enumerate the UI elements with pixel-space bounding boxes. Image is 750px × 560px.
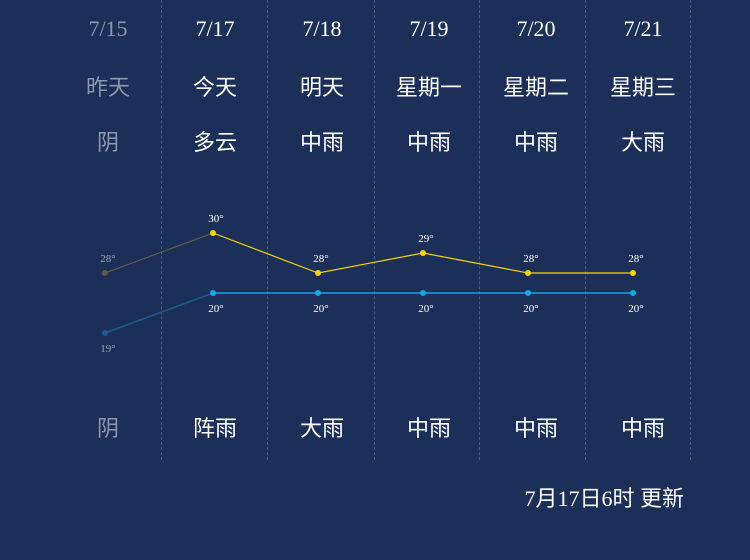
day-weather-label: 大雨	[620, 130, 665, 155]
night-weather-label: 大雨	[299, 416, 344, 441]
weekday-label: 星期三	[609, 75, 676, 100]
weekday-label: 明天	[299, 75, 344, 100]
high-temp-line-segment	[104, 232, 214, 274]
low-temp-point	[630, 290, 636, 296]
low-temp-point	[315, 290, 321, 296]
low-temp-label: 19°	[100, 343, 115, 355]
day-weather-label: 中雨	[406, 130, 451, 155]
night-weather-label: 中雨	[620, 416, 665, 441]
night-weather-label: 中雨	[406, 416, 451, 441]
high-temp-line-segment	[422, 252, 529, 274]
day-weather-label: 中雨	[513, 130, 558, 155]
low-temp-label: 20°	[628, 303, 643, 315]
weekday-label: 昨天	[85, 75, 130, 100]
high-temp-line-segment	[212, 232, 319, 274]
low-temp-point	[525, 290, 531, 296]
high-temp-label: 29°	[418, 233, 433, 245]
night-weather-label: 阵雨	[192, 416, 237, 441]
weekday-label: 今天	[192, 75, 237, 100]
column-divider	[479, 0, 480, 460]
date-label: 7/15	[88, 16, 128, 41]
update-time: 7月17日6时 更新	[524, 486, 684, 511]
column-divider	[374, 0, 375, 460]
day-weather-label: 多云	[192, 130, 237, 155]
day-weather-label: 阴	[96, 130, 119, 155]
high-temp-point	[210, 230, 216, 236]
high-temp-label: 28°	[100, 253, 115, 265]
low-temp-label: 20°	[523, 303, 538, 315]
column-divider	[267, 0, 268, 460]
high-temp-label: 28°	[313, 253, 328, 265]
night-weather-label: 阴	[96, 416, 119, 441]
low-temp-label: 20°	[208, 303, 223, 315]
day-weather-label: 中雨	[299, 130, 344, 155]
column-divider	[585, 0, 586, 460]
low-temp-point	[420, 290, 426, 296]
low-temp-label: 20°	[418, 303, 433, 315]
date-label: 7/17	[195, 16, 235, 41]
low-temp-label: 20°	[313, 303, 328, 315]
date-label: 7/21	[623, 16, 663, 41]
high-temp-label: 30°	[208, 213, 223, 225]
date-label: 7/19	[409, 16, 449, 41]
high-temp-label: 28°	[523, 253, 538, 265]
night-weather-label: 中雨	[513, 416, 558, 441]
high-temp-point	[630, 270, 636, 276]
high-temp-line-segment	[317, 252, 424, 274]
low-temp-line-segment	[104, 292, 214, 334]
high-temp-label: 28°	[628, 253, 643, 265]
high-temp-point	[315, 270, 321, 276]
low-temp-point	[102, 330, 108, 336]
date-label: 7/18	[302, 16, 342, 41]
weekday-label: 星期二	[502, 75, 569, 100]
column-divider	[161, 0, 162, 460]
column-divider	[690, 0, 691, 460]
high-temp-point	[525, 270, 531, 276]
date-label: 7/20	[516, 16, 556, 41]
high-temp-point	[420, 250, 426, 256]
low-temp-point	[210, 290, 216, 296]
high-temp-point	[102, 270, 108, 276]
weekday-label: 星期一	[395, 75, 462, 100]
